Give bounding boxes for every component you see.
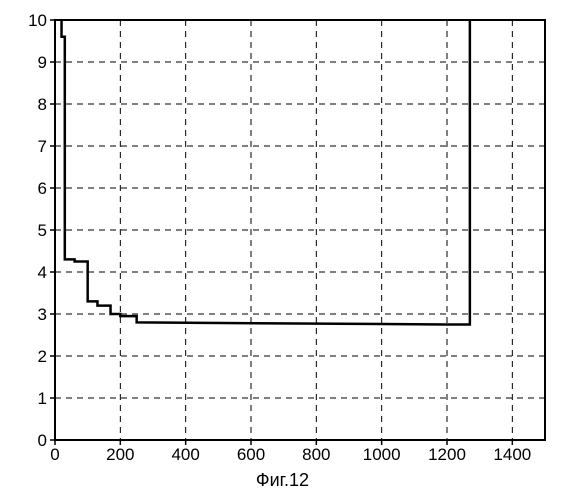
step-chart: 0 200 400 600 800 1000 1200 1400 0 1 2 3 4 5 6 7 8 9 10 Фи… <box>0 0 565 500</box>
svg-text:1: 1 <box>38 389 47 408</box>
svg-text:2: 2 <box>38 347 47 366</box>
svg-text:400: 400 <box>171 445 199 464</box>
svg-text:800: 800 <box>302 445 330 464</box>
svg-text:6: 6 <box>38 179 47 198</box>
svg-text:1400: 1400 <box>493 445 531 464</box>
svg-text:600: 600 <box>237 445 265 464</box>
svg-text:0: 0 <box>38 431 47 450</box>
svg-text:5: 5 <box>38 221 47 240</box>
svg-text:10: 10 <box>28 11 47 30</box>
svg-text:1200: 1200 <box>428 445 466 464</box>
svg-text:8: 8 <box>38 95 47 114</box>
svg-text:7: 7 <box>38 137 47 156</box>
svg-text:1000: 1000 <box>363 445 401 464</box>
figure-caption: Фиг.12 <box>0 470 565 491</box>
svg-text:3: 3 <box>38 305 47 324</box>
chart-svg: 0 200 400 600 800 1000 1200 1400 0 1 2 3 4 5 6 7 8 9 10 <box>0 0 565 500</box>
svg-text:0: 0 <box>50 445 59 464</box>
svg-text:9: 9 <box>38 53 47 72</box>
svg-text:200: 200 <box>106 445 134 464</box>
svg-text:4: 4 <box>38 263 47 282</box>
